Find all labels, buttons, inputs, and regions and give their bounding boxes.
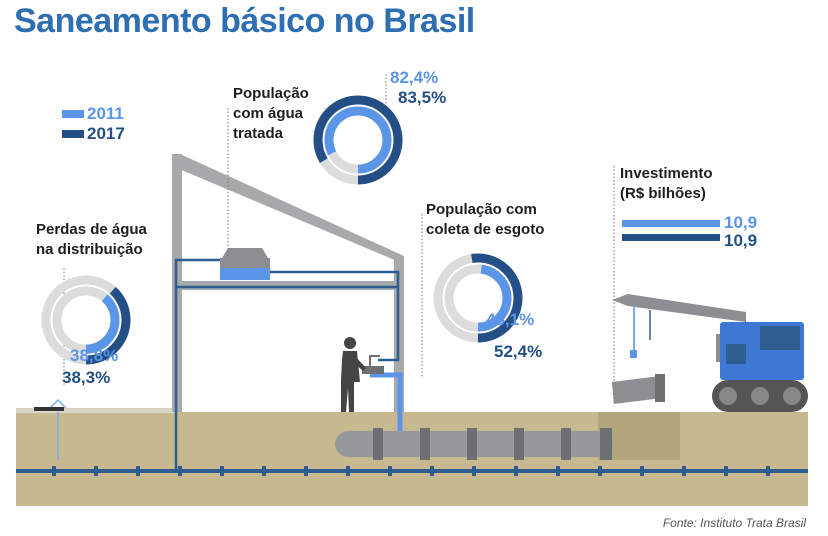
legend-item-2011: 2011 (62, 104, 124, 124)
source-note: Fonte: Instituto Trata Brasil (662, 516, 806, 530)
agua-value-2017: 83,5% (398, 88, 447, 107)
investimento-value-2011: 10,9 (724, 213, 758, 232)
pipe-joint (262, 466, 266, 476)
pipe-joint (178, 466, 182, 476)
perdas-value-2017: 38,3% (62, 368, 111, 387)
pipe-joint (640, 466, 644, 476)
pipe-joints (52, 466, 770, 476)
pipe-joint (724, 466, 728, 476)
pipe-joint (388, 466, 392, 476)
investimento-label-line2: (R$ bilhões) (620, 185, 706, 202)
esgoto-ring-2011 (444, 264, 512, 332)
esgoto-value-2017: 52,4% (494, 342, 543, 361)
leak-icon (49, 398, 67, 460)
esgoto-ring-2017 (433, 253, 523, 343)
ground (16, 412, 808, 506)
investimento-bar-2017 (622, 234, 720, 241)
esgoto-label-line1: População com (426, 201, 537, 218)
pipe-joint (682, 466, 686, 476)
agua-label-line1: População (233, 85, 309, 102)
perdas-label-line2: na distribuição (36, 241, 143, 258)
sink (362, 366, 384, 374)
pipe-joint (430, 466, 434, 476)
pipe-joint (304, 466, 308, 476)
person-icon (341, 337, 366, 412)
agua-ring-2011 (324, 106, 392, 174)
investimento-bar-2011 (622, 220, 720, 227)
agua-label-line3: tratada (233, 125, 284, 142)
pipe-joint (556, 466, 560, 476)
house-plumbing (174, 258, 400, 471)
pipe-joint (598, 466, 602, 476)
investimento-value-2017: 10,9 (724, 231, 758, 250)
legend-label-2011: 2011 (87, 104, 124, 123)
agua-label-line2: com água (233, 105, 304, 122)
sewer-pipe (335, 428, 613, 460)
perdas-value-2011: 38,8% (70, 346, 119, 365)
esgoto-value-2011: 48,1% (486, 310, 535, 329)
pipe-joint (472, 466, 476, 476)
perdas-ring-2017 (41, 275, 131, 365)
investimento-label: Investimento (R$ bilhões) (620, 164, 713, 204)
perdas-label-line1: Perdas de água (36, 221, 147, 238)
agua-ring-2017 (313, 95, 403, 185)
legend-swatch-2011 (62, 110, 84, 118)
perdas-ring-2011 (52, 286, 120, 354)
agua-value-2011: 82,4% (390, 68, 439, 87)
page-title: Saneamento básico no Brasil (14, 2, 475, 40)
pipe-joint (52, 466, 56, 476)
drain-pipe (370, 372, 403, 431)
water-tank (220, 248, 270, 280)
esgoto-label-line2: coleta de esgoto (426, 221, 545, 238)
agua-label: População com água tratada (233, 84, 309, 144)
pipe-joint (94, 466, 98, 476)
legend-label-2017: 2017 (87, 124, 125, 143)
investimento-label-line1: Investimento (620, 165, 713, 182)
pipe-joint (514, 466, 518, 476)
ground-surface (16, 408, 176, 413)
legend-swatch-2017 (62, 130, 84, 138)
crane-icon (612, 294, 808, 412)
pipe-joint (220, 466, 224, 476)
pipe-joint (136, 466, 140, 476)
legend-item-2017: 2017 (62, 124, 125, 144)
perdas-label: Perdas de água na distribuição (36, 220, 147, 260)
pipe-joint (346, 466, 350, 476)
esgoto-label: População com coleta de esgoto (426, 200, 544, 240)
pipe-joint (766, 466, 770, 476)
